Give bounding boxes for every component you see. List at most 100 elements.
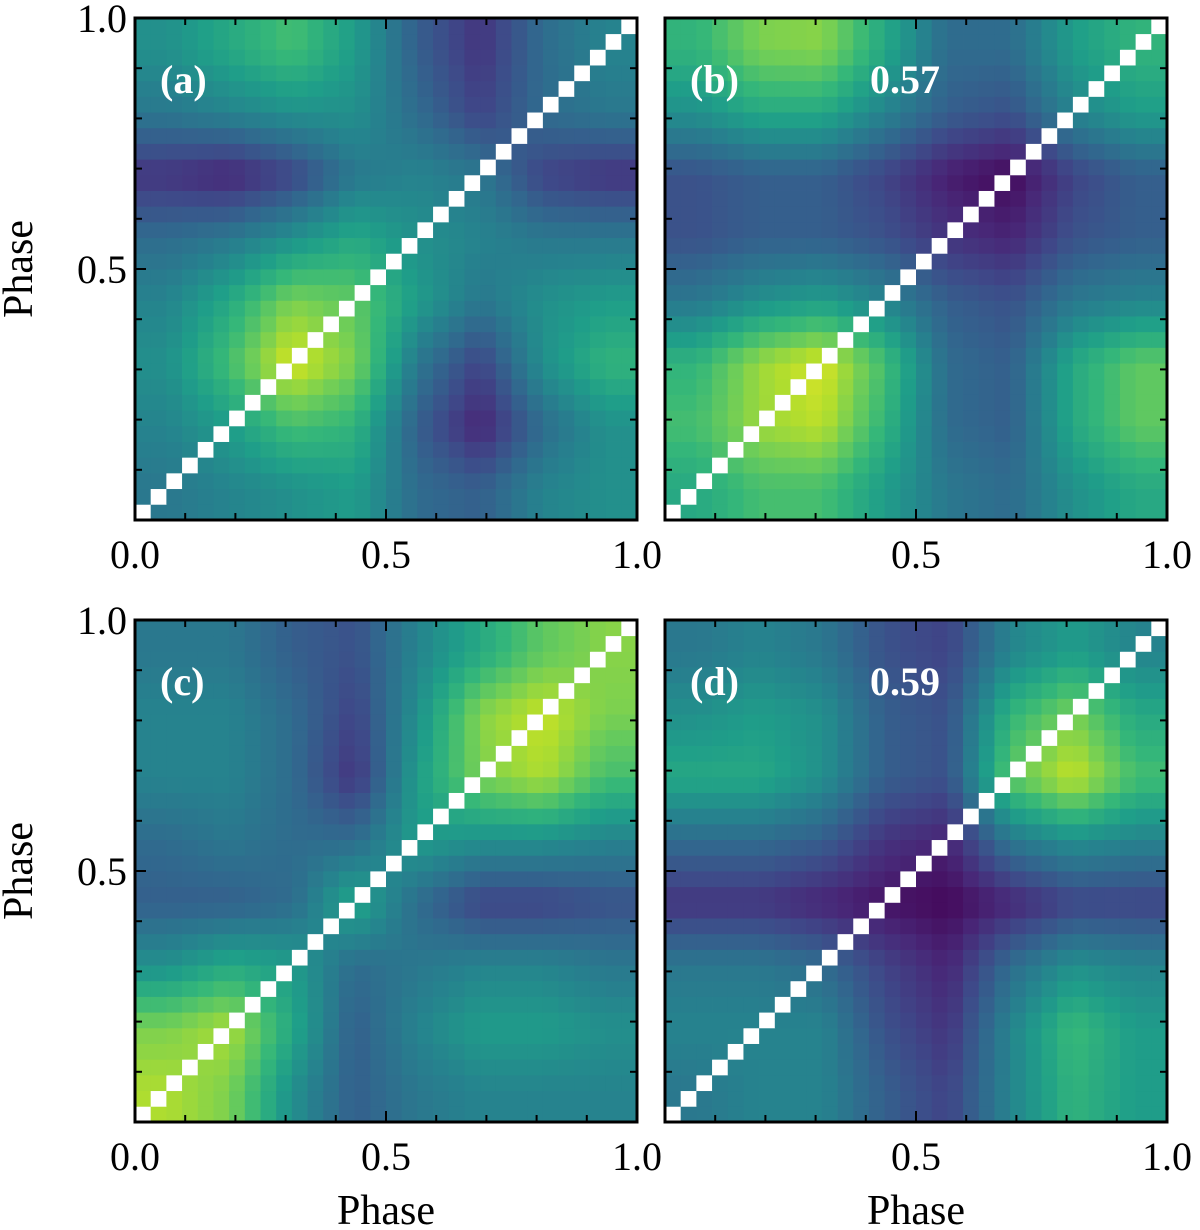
heatmap-cell: [868, 871, 886, 888]
heatmap-cell: [150, 745, 167, 762]
heatmap-cell: [401, 143, 418, 160]
heatmap-cell: [806, 221, 823, 239]
heatmap-cell: [166, 1106, 183, 1123]
heatmap-cell: [947, 363, 964, 380]
heatmap-cell: [323, 902, 340, 919]
heatmap-cell: [605, 823, 622, 841]
heatmap-cell: [307, 378, 324, 395]
heatmap-cell: [448, 651, 465, 668]
heatmap-cell: [182, 761, 199, 778]
heatmap-cell: [680, 776, 697, 793]
heatmap-cell: [743, 651, 760, 668]
heatmap-cell: [1072, 18, 1089, 35]
heatmap-cell: [307, 902, 324, 919]
heatmap-cell: [696, 792, 713, 809]
heatmap-cell: [1025, 347, 1042, 364]
heatmap-cell: [182, 776, 199, 793]
heatmap-cell: [401, 394, 418, 411]
heatmap-cell: [680, 996, 697, 1013]
heatmap-cell: [1119, 174, 1137, 191]
diagonal-cell: [916, 253, 933, 270]
heatmap-cell: [401, 1106, 418, 1123]
heatmap-cell: [759, 331, 776, 348]
heatmap-cell: [1025, 902, 1042, 919]
heatmap-cell: [1135, 174, 1152, 191]
heatmap-cell: [774, 620, 791, 637]
heatmap-cell: [197, 300, 214, 317]
heatmap-cell: [759, 682, 776, 699]
heatmap-cell: [542, 1074, 559, 1092]
heatmap-cell: [135, 253, 152, 270]
heatmap-cell: [307, 221, 324, 239]
heatmap-cell: [166, 886, 183, 903]
heatmap-cell: [621, 933, 638, 950]
heatmap-cell: [276, 902, 293, 919]
heatmap-cell: [166, 18, 183, 35]
heatmap-cell: [605, 698, 622, 715]
heatmap-cell: [696, 855, 713, 872]
heatmap-cell: [994, 112, 1011, 129]
heatmap-cell: [542, 331, 559, 348]
heatmap-cell: [853, 488, 870, 505]
heatmap-cell: [759, 316, 776, 333]
heatmap-cell: [605, 363, 622, 380]
heatmap-cell: [1025, 886, 1042, 903]
heatmap-cell: [1119, 698, 1137, 715]
heatmap-cell: [558, 918, 575, 935]
heatmap-cell: [338, 1012, 356, 1029]
heatmap-cell: [542, 761, 559, 778]
heatmap-cell: [1057, 363, 1074, 380]
heatmap-cell: [853, 682, 870, 699]
heatmap-cell: [868, 394, 886, 411]
heatmap-cell: [605, 1043, 622, 1060]
heatmap-cell: [605, 980, 622, 997]
heatmap-cell: [150, 635, 167, 652]
heatmap-cell: [542, 949, 559, 966]
heatmap-cell: [150, 80, 167, 97]
heatmap-cell: [229, 682, 246, 699]
heatmap-cell: [370, 886, 387, 903]
heatmap-cell: [994, 221, 1011, 239]
heatmap-cell: [354, 425, 371, 442]
heatmap-cell: [665, 410, 682, 427]
heatmap-cell: [574, 378, 591, 395]
heatmap-cell: [448, 855, 465, 872]
heatmap-cell: [150, 18, 167, 35]
heatmap-cell: [868, 174, 886, 191]
heatmap-cell: [150, 886, 167, 903]
heatmap-cell: [1088, 488, 1105, 505]
heatmap-cell: [1135, 823, 1152, 841]
heatmap-cell: [370, 472, 387, 490]
heatmap-cell: [931, 667, 948, 684]
heatmap-cell: [978, 839, 995, 856]
heatmap-cell: [574, 112, 591, 129]
heatmap-cell: [1135, 253, 1152, 270]
heatmap-cell: [712, 996, 729, 1013]
heatmap-cell: [542, 410, 559, 427]
heatmap-cell: [727, 776, 744, 793]
heatmap-cell: [307, 698, 324, 715]
heatmap-cell: [417, 49, 434, 66]
heatmap-cell: [213, 949, 230, 966]
heatmap-cell: [884, 253, 901, 270]
heatmap-cell: [806, 776, 823, 793]
heatmap-cell: [931, 823, 948, 841]
heatmap-cell: [166, 855, 183, 872]
diagonal-cell: [931, 839, 948, 856]
heatmap-cell: [1025, 394, 1042, 411]
heatmap-cell: [743, 206, 760, 223]
heatmap-cell: [480, 457, 497, 474]
heatmap-cell: [511, 347, 528, 364]
heatmap-cell: [182, 410, 199, 427]
heatmap-cell: [759, 855, 776, 872]
heatmap-cell: [712, 65, 729, 82]
heatmap-cell: [338, 776, 356, 793]
heatmap-cell: [135, 745, 152, 762]
heatmap-cell: [821, 698, 838, 715]
heatmap-cell: [868, 651, 886, 668]
heatmap-cell: [448, 776, 465, 793]
heatmap-cell: [307, 1012, 324, 1029]
heatmap-cell: [213, 918, 230, 935]
heatmap-cell: [213, 174, 230, 191]
heatmap-cell: [433, 933, 450, 950]
